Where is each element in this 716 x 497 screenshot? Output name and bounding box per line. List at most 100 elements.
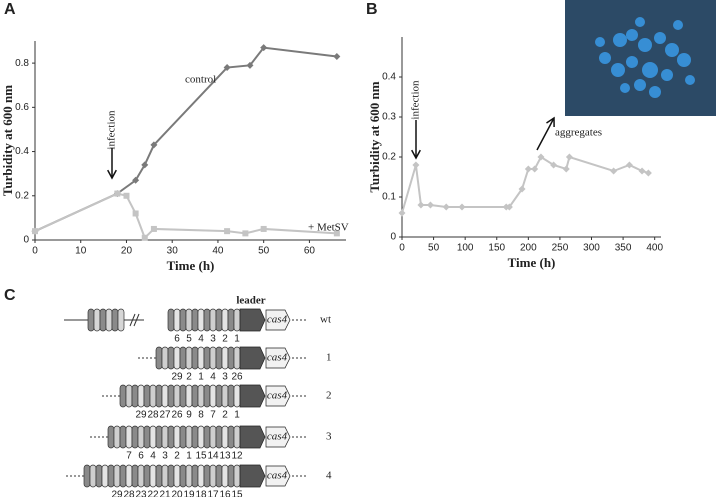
annotation: infection — [410, 80, 422, 120]
spacer — [161, 425, 169, 449]
spacer — [209, 464, 217, 488]
repeat — [179, 425, 187, 449]
repeat — [191, 464, 199, 488]
repeat — [215, 308, 223, 332]
spacer-number: 3 — [222, 372, 228, 383]
leader — [239, 308, 266, 332]
panel-label: C — [4, 287, 16, 304]
spacer — [197, 384, 205, 408]
series-line — [34, 192, 337, 240]
row-label: 3 — [326, 431, 332, 443]
spacer-number: 4 — [210, 372, 216, 383]
data-point — [223, 64, 231, 72]
spacer — [185, 384, 193, 408]
repeat — [203, 464, 211, 488]
series-label: control — [185, 74, 216, 86]
spacer-number: 18 — [195, 490, 207, 497]
spacer — [173, 384, 181, 408]
spacer-number: 2 — [222, 334, 228, 345]
cas-gene — [265, 426, 291, 448]
spacer-number: 19 — [183, 490, 195, 497]
spacer — [233, 384, 241, 408]
spacer-number: 26 — [231, 372, 243, 383]
spacer — [137, 464, 145, 488]
data-point — [150, 225, 157, 232]
spacer — [209, 346, 217, 370]
x-tick-label: 250 — [552, 243, 569, 254]
spacer-number: 22 — [147, 490, 159, 497]
data-point — [333, 52, 341, 60]
data-point — [537, 153, 545, 161]
repeat — [143, 425, 151, 449]
spacer-number: 3 — [162, 451, 168, 462]
repeat — [215, 384, 223, 408]
gene-label: cas4 — [267, 431, 288, 443]
spacer-number: 21 — [159, 490, 171, 497]
repeat — [227, 425, 235, 449]
repeat — [167, 346, 175, 370]
spacer-number: 28 — [123, 490, 135, 497]
x-tick-label: 40 — [212, 246, 224, 257]
x-tick-label: 30 — [167, 246, 179, 257]
repeat — [143, 464, 151, 488]
repeat — [131, 464, 139, 488]
repeat — [227, 308, 235, 332]
repeat — [179, 464, 187, 488]
arrow-head — [107, 169, 117, 180]
series-label: + MetSV — [308, 222, 349, 234]
spacer-number: 28 — [147, 410, 159, 421]
data-point — [524, 165, 532, 173]
spacer — [101, 464, 109, 488]
spacer-number: 1 — [186, 451, 192, 462]
repeat — [155, 425, 163, 449]
spacer — [233, 346, 241, 370]
y-axis-title: Turbidity at 600 nm — [367, 81, 382, 192]
data-point — [518, 185, 526, 193]
spacer-number: 2 — [222, 410, 228, 421]
crispr-array: cas4 129 2 1 4 3 26 — [138, 346, 332, 383]
data-point — [333, 230, 340, 237]
arrow-head — [546, 116, 555, 128]
repeat — [167, 308, 175, 332]
spacer — [221, 346, 229, 370]
repeat — [227, 464, 235, 488]
row-label: 1 — [326, 352, 332, 364]
spacer-number: 7 — [126, 451, 132, 462]
data-point — [141, 161, 149, 169]
spacer — [117, 308, 125, 332]
spacer-number: 4 — [150, 451, 156, 462]
repeat — [155, 346, 163, 370]
data-point — [442, 203, 450, 211]
data-point — [426, 201, 434, 209]
arrow-head — [411, 149, 421, 160]
data-point — [132, 176, 140, 184]
data-point — [242, 230, 249, 237]
spacer — [161, 464, 169, 488]
spacer-number: 3 — [210, 334, 216, 345]
repeat — [83, 464, 91, 488]
data-point — [150, 141, 158, 149]
x-tick-label: 350 — [615, 243, 632, 254]
spacer-number: 17 — [207, 490, 219, 497]
spacer-number: 16 — [219, 490, 231, 497]
spacer — [197, 464, 205, 488]
data-point — [114, 190, 121, 197]
y-tick-label: 0.8 — [15, 58, 29, 69]
spacer — [197, 425, 205, 449]
break-mark — [129, 313, 140, 327]
x-tick-label: 20 — [121, 246, 133, 257]
repeat — [99, 308, 107, 332]
y-tick-label: 0.3 — [382, 112, 396, 123]
spacer — [221, 425, 229, 449]
repeat — [203, 425, 211, 449]
data-point — [565, 153, 573, 161]
cas-gene — [265, 465, 291, 487]
spacer — [173, 464, 181, 488]
data-point — [123, 192, 130, 199]
data-point — [32, 228, 38, 235]
spacer-number: 14 — [207, 451, 219, 462]
spacer-number: 1 — [234, 334, 240, 345]
y-axis-title: Turbidity at 600 nm — [0, 85, 15, 196]
data-point — [417, 201, 425, 209]
